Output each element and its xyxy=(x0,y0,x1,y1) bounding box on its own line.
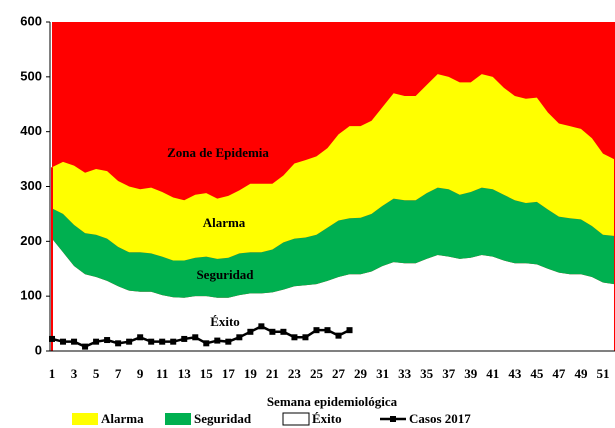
marker xyxy=(225,338,232,345)
marker xyxy=(269,328,276,335)
marker xyxy=(115,340,122,347)
x-tick-label: 43 xyxy=(508,366,522,381)
marker xyxy=(71,338,78,345)
x-tick-label: 41 xyxy=(486,366,499,381)
x-tick-label: 25 xyxy=(310,366,324,381)
marker xyxy=(159,338,166,345)
marker xyxy=(148,338,155,345)
area xyxy=(52,187,614,298)
marker xyxy=(247,328,254,335)
marker xyxy=(104,337,111,344)
x-tick-label: 19 xyxy=(244,366,258,381)
marker xyxy=(192,334,199,341)
legend-swatch xyxy=(165,413,191,425)
x-tick-label: 35 xyxy=(420,366,434,381)
legend-label: Alarma xyxy=(101,411,144,426)
area-label: Éxito xyxy=(210,314,240,329)
marker xyxy=(214,337,221,344)
marker xyxy=(258,323,265,330)
y-tick-label: 0 xyxy=(35,342,42,357)
x-tick-label: 29 xyxy=(354,366,368,381)
area-label: Seguridad xyxy=(196,267,254,282)
x-tick-label: 5 xyxy=(93,366,100,381)
x-tick-label: 17 xyxy=(222,366,236,381)
line xyxy=(51,324,351,348)
marker xyxy=(82,343,89,350)
x-tick-label: 21 xyxy=(266,366,279,381)
legend-swatch xyxy=(72,413,98,425)
y-tick-label: 400 xyxy=(20,123,42,138)
area xyxy=(52,74,614,261)
marker xyxy=(324,327,331,334)
x-tick-label: 49 xyxy=(574,366,588,381)
legend-label: Casos 2017 xyxy=(409,411,471,426)
marker xyxy=(280,328,287,335)
y-tick-label: 100 xyxy=(20,288,42,303)
marker xyxy=(291,334,298,341)
area-label: Alarma xyxy=(203,215,246,230)
legend-swatch xyxy=(282,412,310,426)
y-tick-label: 600 xyxy=(20,13,42,28)
zone-label: Zona de Epidemia xyxy=(167,145,269,160)
marker xyxy=(346,327,353,334)
marker xyxy=(203,340,210,347)
x-tick-label: 9 xyxy=(137,366,144,381)
x-tick-label: 7 xyxy=(115,366,122,381)
y-tick-label: 200 xyxy=(20,233,42,248)
x-tick-label: 11 xyxy=(156,366,168,381)
x-axis-title: Semana epidemiológica xyxy=(267,394,398,409)
marker xyxy=(137,334,144,341)
marker xyxy=(126,338,133,345)
marker xyxy=(313,327,320,334)
marker xyxy=(60,338,67,345)
y-tick-label: 500 xyxy=(20,68,42,83)
x-tick-label: 47 xyxy=(552,366,566,381)
x-tick-label: 31 xyxy=(376,366,389,381)
x-tick-label: 13 xyxy=(178,366,192,381)
x-tick-label: 37 xyxy=(442,366,456,381)
marker xyxy=(93,338,100,345)
x-tick-label: 1 xyxy=(49,366,56,381)
x-tick-label: 15 xyxy=(200,366,214,381)
marker xyxy=(170,338,177,345)
legend-label: Éxito xyxy=(312,411,342,426)
y-tick-label: 300 xyxy=(20,178,42,193)
marker xyxy=(335,332,342,339)
x-tick-label: 27 xyxy=(332,366,346,381)
marker xyxy=(49,335,55,342)
legend-marker xyxy=(390,416,396,422)
legend-label: Seguridad xyxy=(194,411,252,426)
x-tick-label: 45 xyxy=(530,366,544,381)
marker xyxy=(236,334,243,341)
x-tick-label: 51 xyxy=(596,366,609,381)
marker xyxy=(302,334,309,341)
x-tick-label: 33 xyxy=(398,366,412,381)
area xyxy=(52,238,614,351)
x-tick-label: 39 xyxy=(464,366,478,381)
x-tick-label: 3 xyxy=(71,366,78,381)
marker xyxy=(181,335,188,342)
x-tick-label: 23 xyxy=(288,366,302,381)
